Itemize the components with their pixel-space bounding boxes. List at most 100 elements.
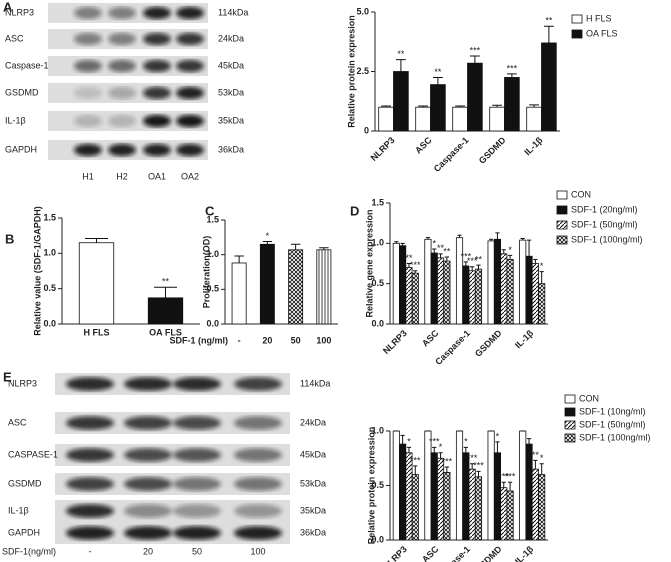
blot-band bbox=[234, 448, 282, 462]
x-axis-label: SDF-1 (ng/ml) bbox=[170, 335, 229, 345]
y-tick-label: 0 bbox=[364, 125, 369, 135]
bar bbox=[411, 474, 419, 541]
bar bbox=[259, 243, 275, 325]
y-tick-label: 0.0 bbox=[371, 534, 384, 544]
x-tick-label: GSDMD bbox=[473, 544, 504, 562]
bar bbox=[231, 262, 247, 325]
error-bar bbox=[543, 25, 554, 43]
y-tick-label: 0.5 bbox=[371, 278, 384, 288]
bar bbox=[288, 249, 304, 325]
legend-label: OA FLS bbox=[586, 28, 618, 38]
y-tick-label: 5.0 bbox=[356, 6, 369, 16]
blot-band bbox=[74, 59, 102, 73]
bar bbox=[506, 490, 514, 541]
blot-row-label: CASPASE-1 bbox=[8, 449, 58, 459]
x-tick-label: GSDMD bbox=[473, 328, 504, 359]
significance: * bbox=[432, 238, 436, 248]
error-bar bbox=[381, 105, 392, 108]
bar bbox=[493, 452, 501, 541]
bar bbox=[78, 242, 115, 325]
blot-band bbox=[66, 526, 114, 540]
y-tick-label: 1.0 bbox=[371, 425, 384, 435]
significance: ** bbox=[434, 67, 442, 77]
legend-label: H FLS bbox=[586, 13, 612, 23]
y-axis-label: Relative protein expresion bbox=[346, 15, 356, 128]
bar bbox=[393, 71, 409, 132]
bar bbox=[467, 62, 483, 132]
blot-kda: 35kDa bbox=[300, 505, 326, 515]
blot-row-label: NLRP3 bbox=[8, 378, 37, 388]
significance: *** bbox=[470, 45, 481, 55]
x-tick-label: OA FLS bbox=[149, 327, 182, 337]
x-tick-label: GSDMD bbox=[477, 135, 508, 166]
error-bar bbox=[507, 481, 513, 491]
bar bbox=[474, 268, 483, 325]
x-tick-label: 100 bbox=[316, 335, 331, 345]
bar bbox=[506, 259, 514, 325]
panel-letter: A bbox=[3, 0, 13, 14]
blot-band bbox=[143, 114, 171, 128]
error-bar bbox=[495, 232, 500, 240]
error-bar bbox=[438, 452, 443, 459]
blot-row-label: GSDMD bbox=[5, 87, 39, 97]
blot-band bbox=[124, 526, 172, 540]
lane-label: 20 bbox=[143, 546, 153, 556]
significance: *** bbox=[410, 455, 421, 465]
legend-label: CON bbox=[571, 189, 591, 199]
blot-strip bbox=[55, 444, 290, 466]
significance: ** bbox=[437, 243, 445, 253]
x-tick-label: 20 bbox=[262, 335, 272, 345]
blot-band bbox=[173, 504, 221, 518]
error-bar bbox=[406, 263, 412, 268]
bar bbox=[489, 106, 505, 132]
blot-kda: 35kDa bbox=[218, 115, 244, 125]
bar bbox=[500, 487, 508, 541]
y-axis-label: Relative value (SDF-1/GAPDH) bbox=[32, 206, 42, 336]
error-bar bbox=[438, 253, 443, 258]
bar bbox=[468, 270, 476, 325]
blot-kda: 53kDa bbox=[218, 87, 244, 97]
error-bar bbox=[539, 463, 544, 475]
bar bbox=[526, 106, 542, 132]
bar bbox=[411, 272, 419, 325]
blot-row-label: IL-1β bbox=[5, 115, 26, 125]
blot-band bbox=[66, 416, 114, 430]
blot-strip bbox=[55, 500, 290, 522]
lane-label: 50 bbox=[192, 546, 202, 556]
y-tick-label: 1.0 bbox=[43, 248, 56, 258]
significance: * bbox=[540, 453, 544, 463]
significance: *** bbox=[507, 63, 518, 73]
error-bar bbox=[432, 248, 437, 254]
blot-band bbox=[143, 6, 171, 20]
blot-band bbox=[74, 32, 102, 46]
bar bbox=[443, 472, 451, 541]
y-axis-label: Proliferation(OD) bbox=[201, 236, 211, 309]
x-tick-label: Caspase-1 bbox=[433, 544, 472, 562]
legend-swatch bbox=[556, 220, 568, 230]
significance: *** bbox=[467, 453, 478, 463]
error-bar bbox=[290, 243, 301, 250]
significance: ** bbox=[397, 49, 405, 59]
blot-band bbox=[143, 59, 171, 73]
y-tick-label: 0.0 bbox=[206, 318, 219, 328]
bar bbox=[424, 238, 432, 325]
blot-band bbox=[74, 86, 102, 100]
error-bar bbox=[469, 55, 480, 64]
blot-band bbox=[176, 6, 204, 20]
error-bar bbox=[470, 266, 475, 271]
x-tick-label: IL-1β bbox=[513, 328, 536, 351]
blot-kda: 36kDa bbox=[300, 527, 326, 537]
blot-band bbox=[124, 448, 172, 462]
y-axis-label: Relative gene expression bbox=[364, 209, 374, 317]
error-bar bbox=[400, 434, 405, 445]
blot-band bbox=[74, 6, 102, 20]
bar bbox=[487, 430, 495, 541]
panel-letter: E bbox=[3, 369, 12, 384]
significance: *** bbox=[505, 472, 516, 482]
bar bbox=[487, 240, 495, 325]
bar bbox=[452, 106, 468, 132]
significance: ** bbox=[545, 16, 553, 26]
legend-label: SDF-1 (100ng/ml) bbox=[571, 234, 643, 244]
significance: *** bbox=[410, 260, 421, 270]
